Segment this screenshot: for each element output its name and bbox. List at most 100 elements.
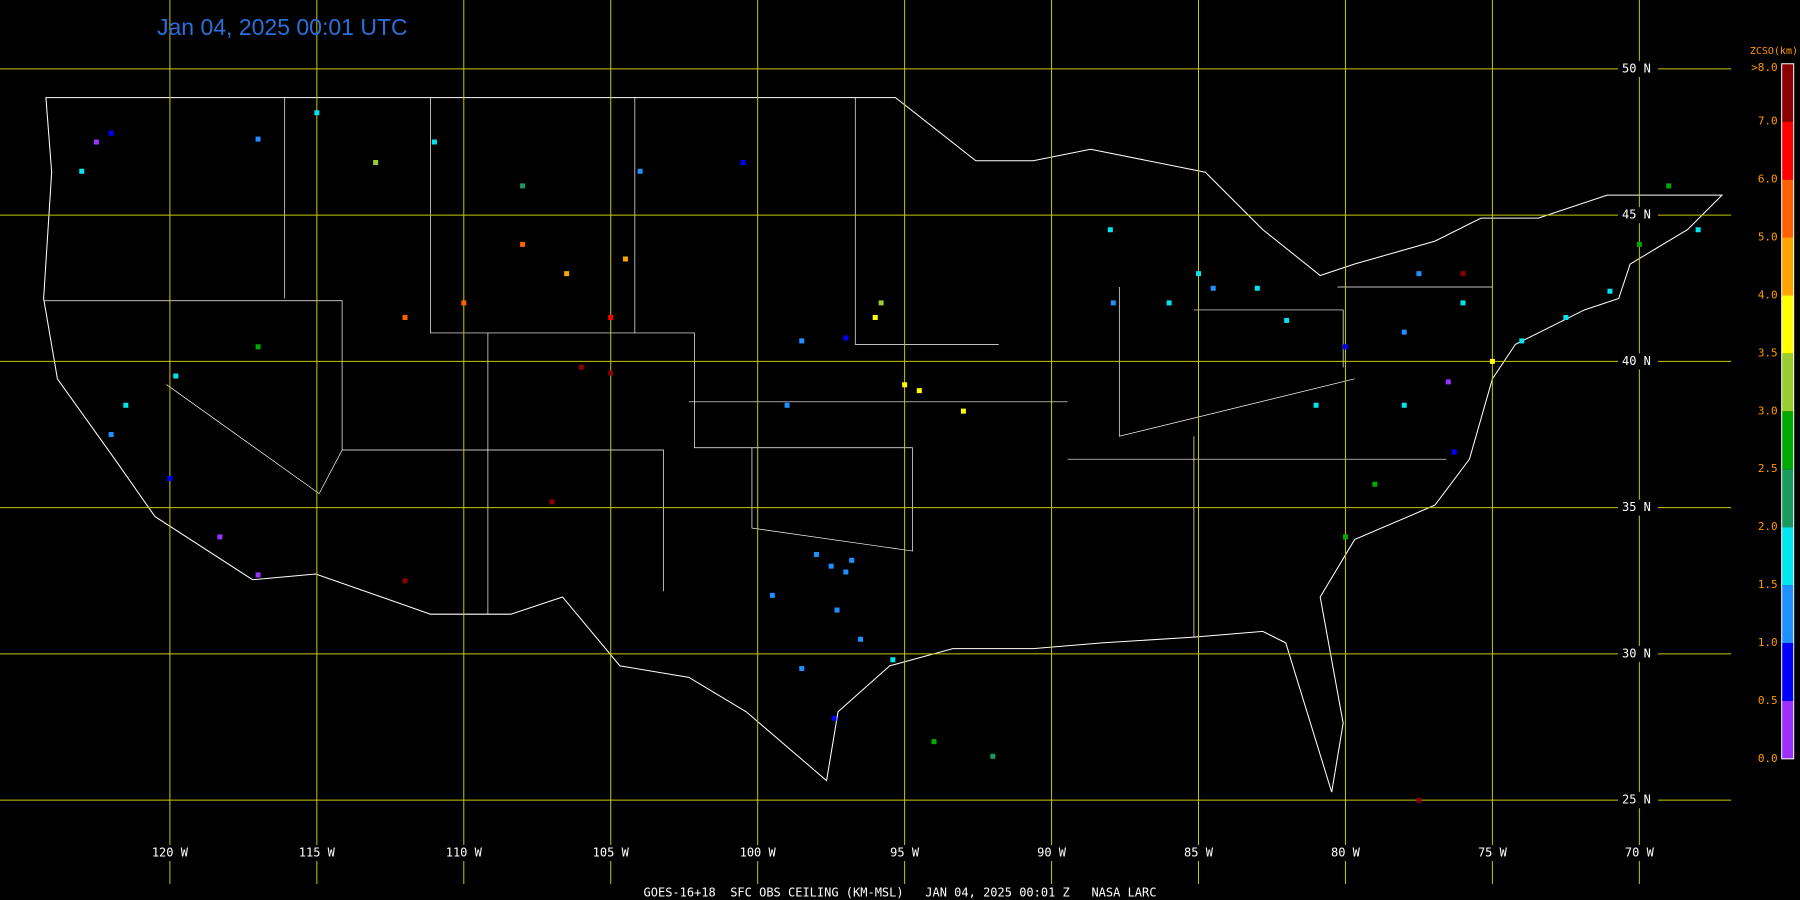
colorbar-segment — [1781, 179, 1794, 238]
colorbar-tick-label: 2.5 — [1758, 462, 1778, 475]
station — [622, 256, 628, 262]
station — [799, 338, 805, 344]
station — [1666, 183, 1672, 189]
colorbar-tick-label: 7.0 — [1758, 115, 1778, 128]
station — [255, 344, 261, 350]
station — [520, 183, 526, 189]
colorbar-segment — [1781, 642, 1794, 701]
station — [402, 578, 408, 584]
footer: GOES-16+18 SFC OBS CEILING (KM-MSL) JAN … — [644, 886, 1157, 900]
colorbar-segment — [1781, 121, 1794, 180]
station — [960, 408, 966, 414]
station — [1416, 797, 1422, 803]
station — [1254, 285, 1260, 291]
label-bg — [1174, 845, 1223, 861]
longitude-label: 80 W — [1331, 846, 1361, 860]
station — [255, 572, 261, 578]
latitude-label: 45 N — [1622, 208, 1651, 222]
station — [608, 370, 614, 376]
colorbar-tick-label: 0.5 — [1758, 694, 1778, 707]
station — [173, 373, 179, 379]
label-bg — [1321, 845, 1370, 861]
label-bg — [586, 845, 635, 861]
latitude-label: 35 N — [1622, 500, 1651, 514]
station — [549, 499, 555, 505]
station — [831, 715, 837, 721]
station — [93, 139, 99, 145]
label-bg — [1618, 207, 1658, 224]
label-bg — [1615, 845, 1664, 861]
colorbar-tick-label: 1.5 — [1758, 578, 1778, 591]
station — [843, 335, 849, 341]
station — [578, 364, 584, 370]
colorbar-segment — [1781, 237, 1794, 296]
station — [637, 168, 643, 174]
station — [1460, 300, 1466, 306]
colorbar-segment — [1781, 700, 1794, 759]
station — [990, 753, 996, 759]
station — [843, 569, 849, 575]
station — [167, 475, 173, 481]
colorbar-segment — [1781, 63, 1794, 122]
station — [373, 159, 379, 165]
station — [1110, 300, 1116, 306]
state-lines — [43, 97, 1493, 638]
station — [799, 666, 805, 672]
title: Jan 04, 2025 00:01 UTC — [157, 14, 408, 40]
colorbar-segment — [1781, 527, 1794, 586]
label-bg — [1468, 845, 1517, 861]
station — [858, 636, 864, 642]
colorbar-segment — [1781, 411, 1794, 470]
station — [872, 315, 878, 321]
station — [1416, 271, 1422, 277]
station — [1451, 449, 1457, 455]
label-bg — [1618, 353, 1658, 370]
station — [108, 130, 114, 136]
labels: 50 N 45 N 40 N 35 N 30 N 25 N 120 W 115 W 110 W 1… — [145, 60, 1664, 861]
colorbar-border — [1781, 63, 1795, 760]
station — [255, 136, 261, 142]
station — [813, 551, 819, 557]
station — [890, 657, 896, 663]
station — [849, 557, 855, 563]
longitude-label: 100 W — [740, 846, 777, 860]
station — [123, 402, 129, 408]
longitude-label: 85 W — [1184, 846, 1214, 860]
station — [608, 315, 614, 321]
longitude-label: 95 W — [890, 846, 920, 860]
label-bg — [1618, 499, 1658, 516]
latitude-label: 50 N — [1622, 61, 1651, 75]
longitude-label: 105 W — [593, 846, 630, 860]
colorbar-top-label: >8.0 — [1751, 61, 1778, 74]
colorbar-tick-label: 3.0 — [1758, 404, 1778, 417]
station — [564, 271, 570, 277]
station — [1313, 402, 1319, 408]
station — [1489, 358, 1495, 364]
latitude-label: 40 N — [1622, 354, 1651, 368]
colorbar-tick-label: 1.0 — [1758, 636, 1778, 649]
label-bg — [1618, 645, 1658, 662]
longitude-label: 120 W — [152, 846, 189, 860]
colorbar-title: ZCSO(km) — [1750, 46, 1798, 57]
latitude-label: 30 N — [1622, 646, 1651, 660]
colorbar-tick-label: 0.0 — [1758, 752, 1778, 765]
us-outline — [43, 97, 1724, 793]
observations — [79, 110, 1701, 803]
station — [931, 739, 937, 745]
label-bg — [1618, 792, 1658, 809]
station — [1636, 241, 1642, 247]
colorbar-tick-label: 6.0 — [1758, 173, 1778, 186]
station — [1107, 227, 1113, 233]
station — [1695, 227, 1701, 233]
station — [79, 168, 85, 174]
longitude-label: 110 W — [446, 846, 483, 860]
station — [217, 534, 223, 540]
station — [1607, 288, 1613, 294]
longitude-label: 75 W — [1478, 846, 1508, 860]
colorbar-segment — [1781, 585, 1794, 643]
station — [431, 139, 437, 145]
station — [878, 300, 884, 306]
station — [784, 402, 790, 408]
